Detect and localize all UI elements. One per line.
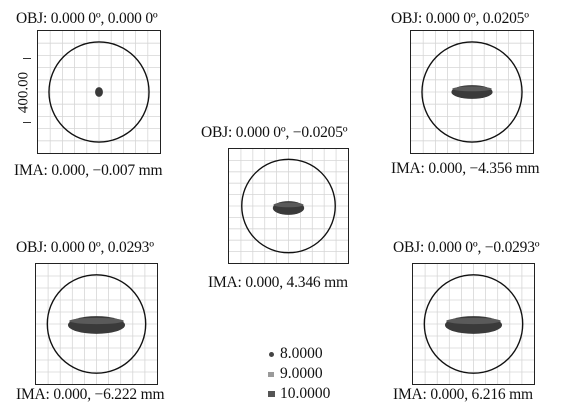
spot-panel-field-4 — [35, 263, 158, 385]
spot-diagram-field-2 — [411, 31, 533, 153]
obj-label-field-2: OBJ: 0.000 0º, 0.0205º — [391, 10, 529, 27]
spot-panel-field-1 — [37, 30, 161, 154]
ima-label-field-5: IMA: 0.000, 6.216 mm — [393, 386, 533, 403]
obj-label-field-1: OBJ: 0.000 0º, 0.000 0º — [16, 10, 158, 27]
legend-marker-square-dark-icon — [268, 391, 275, 397]
obj-label-field-3: OBJ: 0.000 0º, −0.0205º — [201, 124, 348, 141]
airy-disk-circle — [423, 274, 524, 374]
airy-disk-circle — [241, 158, 336, 254]
ima-label-field-3: IMA: 0.000, 4.346 mm — [208, 274, 348, 291]
obj-label-field-5: OBJ: 0.000 0º, −0.0293º — [393, 239, 540, 256]
spot-diagram-field-4 — [36, 264, 157, 384]
legend-label: 10.0000 — [280, 385, 331, 402]
legend-label: 9.0000 — [280, 365, 323, 382]
spot-diagram-field-5 — [413, 264, 534, 384]
ray-spot-band — [273, 202, 304, 208]
airy-disk-circle — [421, 41, 523, 143]
ray-spot-band — [452, 86, 492, 92]
spot-panel-field-3 — [228, 148, 349, 264]
ima-label-field-1: IMA: 0.000, −0.007 mm — [14, 162, 163, 179]
airy-disk-circle — [48, 41, 150, 143]
legend-label: 8.0000 — [280, 345, 323, 362]
scale-label: 400.00 — [15, 71, 32, 114]
spot-panel-field-5 — [412, 263, 535, 385]
airy-disk-circle — [46, 274, 147, 374]
obj-label-field-4: OBJ: 0.000 0º, 0.0293º — [16, 239, 154, 256]
ray-spot-band — [446, 317, 501, 325]
scale-tick-top — [23, 58, 31, 59]
legend-marker-dot-icon — [269, 352, 274, 357]
legend-marker-square-light-icon — [268, 372, 274, 377]
ima-label-field-2: IMA: 0.000, −4.356 mm — [391, 160, 540, 177]
ima-label-field-4: IMA: 0.000, −6.222 mm — [16, 386, 165, 403]
ray-spot-band — [69, 317, 124, 325]
spot-diagram-field-3 — [229, 149, 348, 263]
scale-tick-bottom — [23, 122, 31, 123]
ray-spot — [95, 87, 103, 97]
spot-panel-field-2 — [410, 30, 534, 154]
spot-diagram-field-1 — [38, 31, 160, 153]
